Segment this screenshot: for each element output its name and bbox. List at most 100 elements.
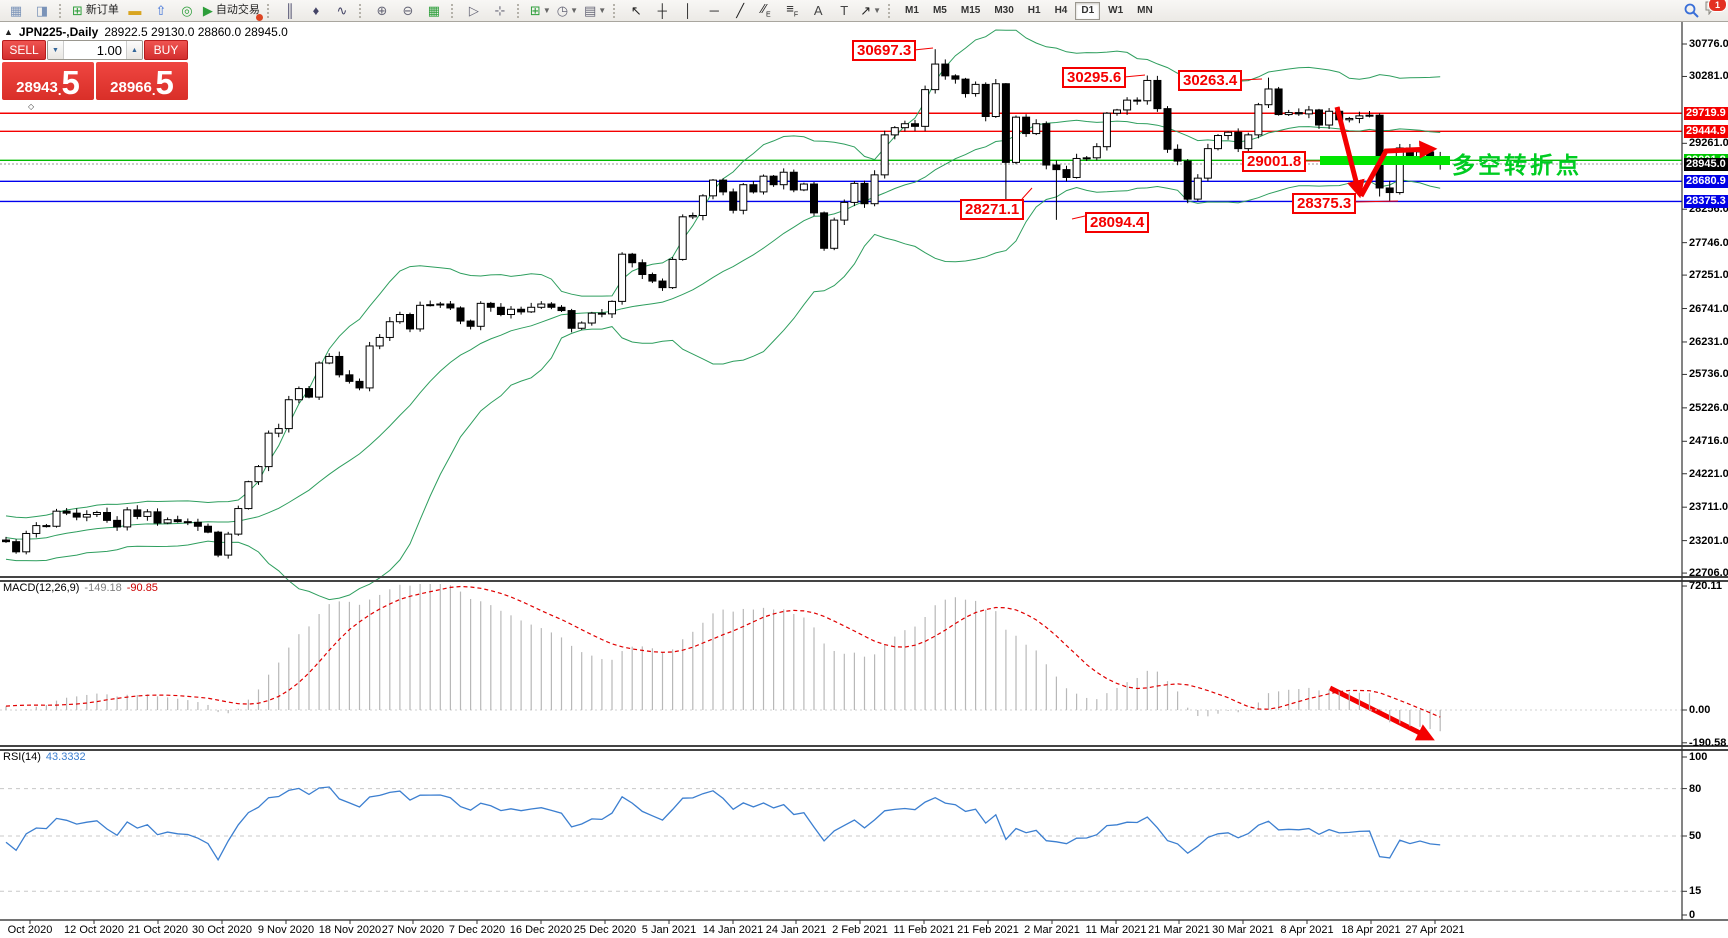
notifications-button[interactable]: 1 bbox=[1705, 0, 1727, 20]
profiles-icon[interactable]: ◷ ▼ bbox=[556, 3, 578, 18]
timeframe-m1[interactable]: M1 bbox=[905, 5, 919, 16]
trend-arrow-1[interactable] bbox=[1334, 106, 1365, 199]
candle-body bbox=[618, 253, 627, 302]
macd-histogram-bar bbox=[369, 599, 371, 710]
crosshair-icon[interactable]: ┼ bbox=[657, 3, 667, 18]
price-annotation-30697.3[interactable]: 30697.3 bbox=[852, 40, 917, 61]
fibonacci-icon[interactable]: ≡F bbox=[786, 1, 799, 19]
timeframe-mn[interactable]: MN bbox=[1137, 5, 1153, 16]
macd-histogram-bar bbox=[964, 599, 967, 710]
templates-icon[interactable]: ▤ ▼ bbox=[584, 3, 607, 18]
timeframe-m15[interactable]: M15 bbox=[960, 5, 981, 16]
volume-input[interactable]: 1.00 bbox=[96, 42, 122, 58]
timeframe-m30[interactable]: M30 bbox=[994, 5, 1014, 16]
horizontal-line-icon[interactable]: ─ bbox=[709, 3, 719, 18]
signals-icon[interactable]: ◎ bbox=[181, 3, 193, 18]
volume-down-icon[interactable]: ▼ bbox=[48, 41, 64, 59]
new-order-icon[interactable]: ⊞ 新订单 bbox=[72, 3, 119, 18]
charts-grid-icon[interactable]: ▦ bbox=[9, 3, 23, 18]
macd-histogram-bar bbox=[247, 699, 249, 710]
macd-histogram-bar bbox=[278, 662, 280, 710]
cursor-icon[interactable]: ↖ bbox=[630, 3, 642, 18]
panel-collapse-icon[interactable]: ◇ bbox=[28, 102, 35, 111]
terminal-icon[interactable]: ⊹ bbox=[494, 3, 506, 18]
candle-body bbox=[173, 519, 182, 523]
sell-price[interactable]: 28943. 5 bbox=[2, 62, 94, 100]
candle-body bbox=[749, 184, 758, 193]
date-label: 27 Apr 2021 bbox=[1405, 924, 1465, 936]
candlestick-chart-icon[interactable]: ♦ bbox=[312, 3, 320, 18]
date-label: 8 Apr 2021 bbox=[1280, 924, 1334, 936]
text-label-icon[interactable]: T bbox=[840, 3, 849, 18]
autotrading-icon[interactable]: ▶ 自动交易 bbox=[200, 1, 263, 21]
trend-arrow-2[interactable] bbox=[1358, 140, 1438, 198]
data-window-icon[interactable]: ◨ bbox=[35, 3, 49, 18]
line-chart-icon[interactable]: ∿ bbox=[336, 3, 348, 18]
timeframe-h4[interactable]: H4 bbox=[1054, 5, 1068, 16]
pivot-note-text[interactable]: 多空转折点 bbox=[1452, 152, 1582, 178]
candle-body bbox=[456, 307, 465, 322]
volume-up-icon[interactable]: ▲ bbox=[126, 41, 142, 59]
price-annotation-29001.8[interactable]: 29001.8 bbox=[1242, 151, 1307, 172]
price-tick: 29261.0 bbox=[1689, 137, 1728, 150]
rsi-tick: 80 bbox=[1689, 782, 1702, 795]
timeframe-m5[interactable]: M5 bbox=[932, 5, 947, 16]
publish-icon[interactable]: ⇧ bbox=[155, 3, 167, 18]
candle-body bbox=[1325, 110, 1334, 126]
chevron-down-icon: ▼ bbox=[570, 5, 578, 15]
timeframe-d1[interactable]: D1 bbox=[1075, 1, 1101, 20]
candle-body bbox=[22, 532, 31, 553]
candle-body bbox=[1001, 83, 1010, 163]
macd-histogram-bar bbox=[510, 615, 512, 710]
price-annotation-28094.4[interactable]: 28094.4 bbox=[1085, 212, 1150, 233]
navigator-icon[interactable]: ▷ bbox=[468, 3, 479, 18]
rsi-tick: 15 bbox=[1689, 885, 1702, 898]
candle-body bbox=[779, 171, 788, 186]
macd-histogram-bar bbox=[288, 647, 290, 710]
zoom-in-icon[interactable]: ⊕ bbox=[376, 3, 388, 18]
macd-histogram-bar bbox=[45, 705, 47, 710]
candle-body bbox=[143, 511, 152, 517]
price-annotation-30295.6[interactable]: 30295.6 bbox=[1062, 67, 1127, 88]
candle-body bbox=[183, 521, 192, 524]
buy-button[interactable]: BUY bbox=[144, 40, 188, 60]
price-annotation-28271.1[interactable]: 28271.1 bbox=[960, 199, 1025, 220]
macd-histogram-bar bbox=[1096, 699, 1098, 710]
candle-body bbox=[597, 312, 606, 315]
vertical-line-icon[interactable]: │ bbox=[684, 3, 693, 18]
search-icon[interactable] bbox=[1684, 3, 1699, 18]
macd-tick: 0.00 bbox=[1689, 704, 1711, 716]
price-annotation-28375.3[interactable]: 28375.3 bbox=[1292, 193, 1357, 214]
gold-bar-icon[interactable]: ▬ bbox=[128, 3, 142, 18]
price-annotation-30263.4[interactable]: 30263.4 bbox=[1178, 70, 1243, 91]
sell-button[interactable]: SELL bbox=[2, 40, 46, 60]
bar-chart-icon[interactable]: ║ bbox=[285, 3, 295, 18]
trend-arrow-3[interactable] bbox=[1328, 685, 1435, 741]
price-tick: 26741.0 bbox=[1689, 302, 1728, 315]
date-label: 30 Mar 2021 bbox=[1212, 924, 1274, 936]
date-label: 24 Jan 2021 bbox=[765, 924, 827, 936]
candle-body bbox=[1355, 115, 1364, 119]
macd-histogram-bar bbox=[904, 630, 906, 710]
candle-body bbox=[1234, 131, 1243, 150]
candle-body bbox=[133, 509, 142, 517]
candle-body bbox=[820, 212, 829, 249]
zoom-out-icon[interactable]: ⊖ bbox=[402, 3, 414, 18]
macd-histogram-bar bbox=[156, 696, 159, 710]
arrows-icon[interactable]: ↗ ▼ bbox=[860, 3, 882, 18]
text-icon[interactable]: A bbox=[813, 3, 823, 18]
tile-windows-icon[interactable]: ▦ bbox=[427, 3, 441, 18]
volume-stepper[interactable]: ▼ 1.00 ▲ bbox=[47, 40, 143, 60]
candle-body bbox=[1315, 109, 1323, 126]
candle-body bbox=[991, 83, 1000, 118]
date-label: 2 Mar 2021 bbox=[1024, 924, 1080, 936]
buy-price[interactable]: 28966. 5 bbox=[96, 62, 188, 100]
timeframe-w1[interactable]: W1 bbox=[1108, 5, 1124, 16]
trendline-icon[interactable]: ╱ bbox=[736, 3, 745, 18]
timeframe-h1[interactable]: H1 bbox=[1027, 5, 1041, 16]
date-label: 11 Feb 2021 bbox=[893, 924, 955, 936]
pivot-band[interactable] bbox=[1320, 156, 1450, 165]
new-chart-icon[interactable]: ⊞ ▼ bbox=[529, 3, 551, 18]
channel-icon[interactable]: ∕∕E bbox=[761, 1, 771, 19]
